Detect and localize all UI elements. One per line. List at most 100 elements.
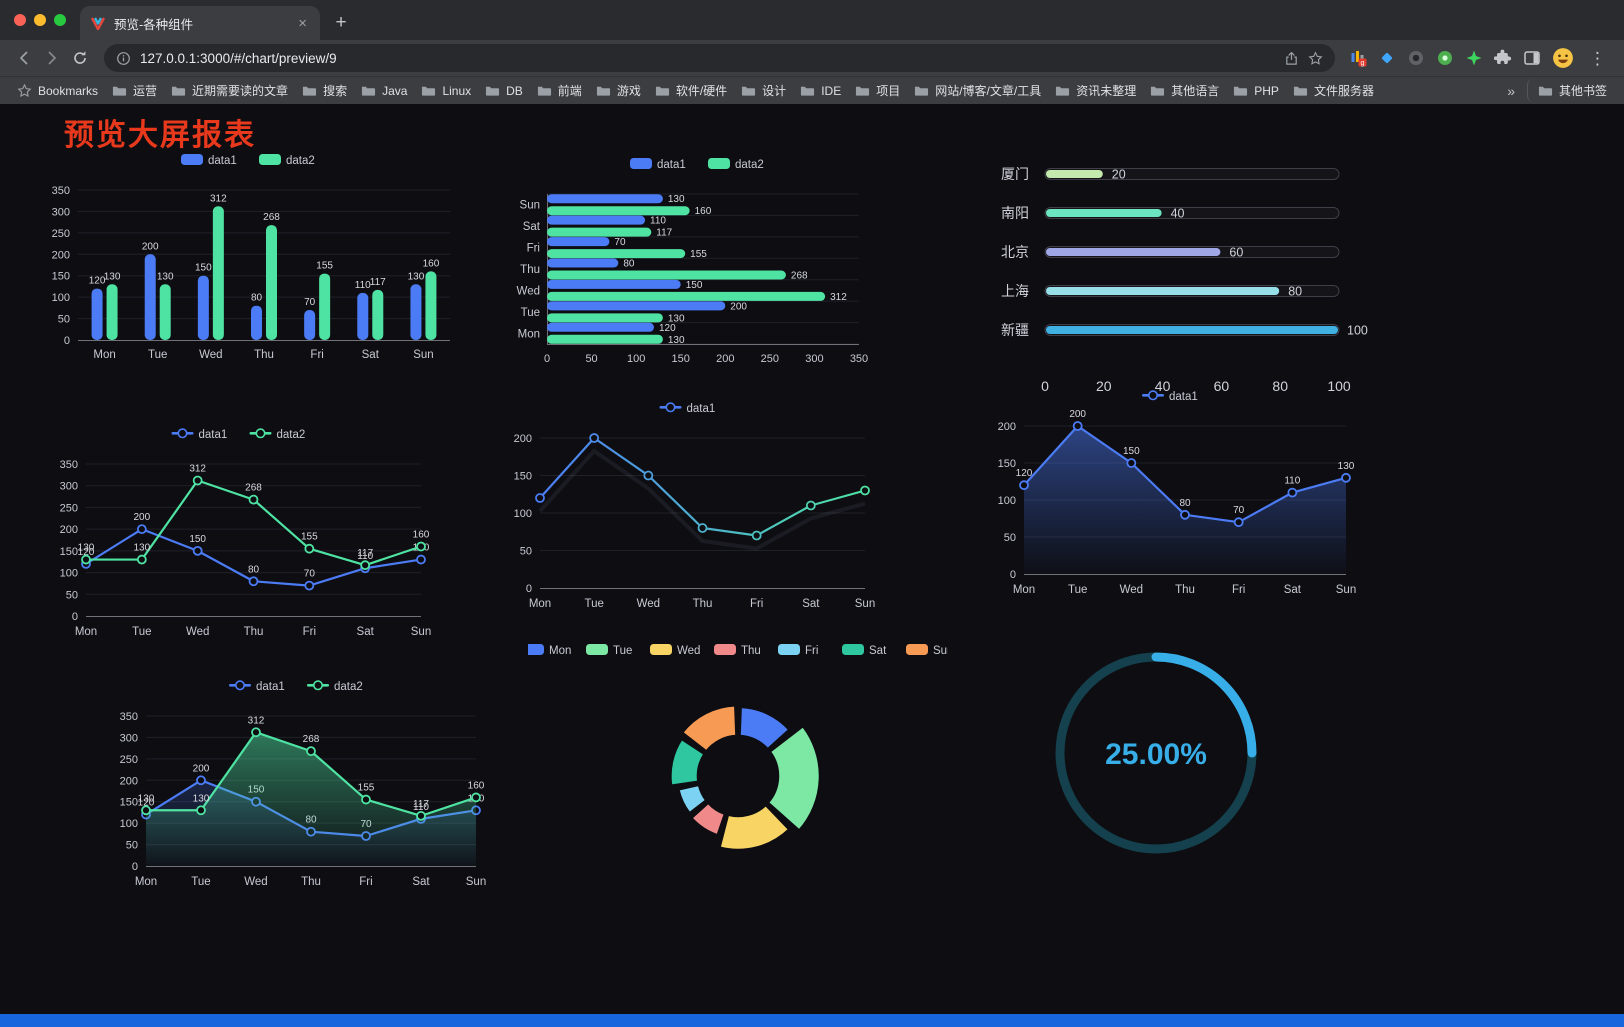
svg-text:80: 80 — [1272, 378, 1288, 392]
folder-icon — [1151, 86, 1165, 96]
svg-text:0: 0 — [72, 611, 78, 623]
extension-icon-1[interactable]: g — [1349, 49, 1367, 67]
svg-text:data1: data1 — [208, 155, 237, 167]
bookmark-folder[interactable]: 网站/博客/文章/工具 — [907, 79, 1048, 102]
menu-kebab-icon[interactable]: ⋮ — [1589, 48, 1606, 68]
bookmark-label: 游戏 — [616, 84, 641, 98]
bookmark-folder[interactable]: IDE — [793, 81, 848, 101]
svg-text:0: 0 — [526, 583, 532, 595]
bookmark-folder[interactable]: DB — [478, 81, 530, 101]
bookmark-label: 近期需要读的文章 — [192, 84, 289, 98]
folder-icon — [422, 86, 436, 96]
svg-text:80: 80 — [1179, 498, 1191, 509]
bookmark-folder[interactable]: Linux — [414, 81, 478, 101]
extension-icon-5[interactable] — [1465, 49, 1483, 67]
svg-text:100: 100 — [1347, 324, 1368, 338]
bookmark-folder[interactable]: 前端 — [530, 79, 589, 102]
svg-text:Fri: Fri — [359, 876, 372, 888]
svg-text:40: 40 — [1171, 207, 1185, 221]
bookmark-folder[interactable]: 项目 — [848, 79, 907, 102]
svg-text:300: 300 — [60, 481, 78, 493]
bookmark-star-icon[interactable] — [1308, 50, 1323, 66]
svg-text:110: 110 — [1284, 476, 1300, 487]
tab-close-icon[interactable]: × — [298, 14, 307, 32]
svg-text:110: 110 — [357, 551, 373, 562]
svg-text:50: 50 — [520, 546, 532, 558]
svg-text:150: 150 — [672, 353, 690, 365]
url-text[interactable]: 127.0.0.1:3000/#/chart/preview/9 — [140, 50, 337, 66]
svg-text:150: 150 — [189, 534, 206, 545]
other-bookmarks-folder[interactable]: 其他书签 — [1526, 79, 1614, 102]
close-window-button[interactable] — [14, 14, 26, 26]
bookmark-folder[interactable]: 游戏 — [589, 79, 648, 102]
svg-text:130: 130 — [193, 793, 210, 804]
folder-icon — [486, 86, 500, 96]
bookmark-folder[interactable]: PHP — [1226, 81, 1286, 101]
svg-text:155: 155 — [358, 783, 375, 794]
svg-text:200: 200 — [193, 763, 210, 774]
svg-text:Mon: Mon — [1013, 584, 1035, 596]
extension-icon-3[interactable] — [1407, 49, 1425, 67]
page-title: 预览大屏报表 — [64, 119, 256, 152]
new-tab-button[interactable]: + — [335, 12, 347, 33]
back-button[interactable] — [10, 44, 38, 72]
svg-text:50: 50 — [126, 840, 138, 852]
svg-text:60: 60 — [1229, 246, 1243, 260]
bookmarks-overflow-button[interactable]: » — [1507, 82, 1515, 99]
svg-text:Mon: Mon — [75, 626, 97, 638]
bookmark-folder[interactable]: 近期需要读的文章 — [164, 79, 295, 102]
profile-avatar[interactable] — [1552, 47, 1574, 69]
extensions-puzzle-icon[interactable] — [1494, 49, 1512, 67]
horizontal-bar-chart: data1 data2 0 50 100 150 200 250 300 350 Sun Sat Fri… — [505, 154, 895, 372]
bookmark-folder[interactable]: 搜索 — [295, 79, 354, 102]
svg-text:268: 268 — [791, 271, 808, 282]
zoom-window-button[interactable] — [54, 14, 66, 26]
svg-text:200: 200 — [514, 433, 532, 445]
svg-text:Thu: Thu — [741, 645, 761, 657]
svg-text:160: 160 — [695, 206, 712, 217]
svg-text:Thu: Thu — [244, 626, 264, 638]
reload-button[interactable] — [66, 44, 94, 72]
bookmark-folder[interactable]: Java — [354, 81, 414, 101]
bookmark-folder[interactable]: 文件服务器 — [1286, 79, 1381, 102]
extension-icon-4[interactable] — [1436, 49, 1454, 67]
side-panel-icon[interactable] — [1523, 49, 1541, 67]
svg-text:Sun: Sun — [855, 598, 875, 610]
svg-text:150: 150 — [120, 797, 138, 809]
svg-text:200: 200 — [60, 524, 78, 536]
svg-text:Sun: Sun — [520, 200, 540, 212]
site-info-icon[interactable] — [116, 51, 131, 66]
svg-text:80: 80 — [251, 293, 263, 304]
address-bar[interactable]: 127.0.0.1:3000/#/chart/preview/9 — [104, 44, 1335, 72]
svg-text:268: 268 — [245, 483, 262, 494]
bookmark-folder[interactable]: 软件/硬件 — [648, 79, 734, 102]
folder-icon — [915, 86, 929, 96]
svg-text:Fri: Fri — [805, 645, 818, 657]
svg-text:117: 117 — [656, 228, 672, 239]
bookmark-label: 其他语言 — [1171, 84, 1220, 98]
folder-icon — [1234, 86, 1248, 96]
bookmark-item-bookmarks[interactable]: Bookmarks — [10, 81, 105, 101]
svg-text:60: 60 — [1214, 378, 1230, 392]
share-icon[interactable] — [1284, 51, 1299, 66]
svg-text:110: 110 — [650, 216, 666, 227]
svg-text:Fri: Fri — [750, 598, 763, 610]
svg-text:50: 50 — [66, 589, 78, 601]
toolbar-extensions-area: g ⋮ — [1345, 47, 1614, 69]
folder-icon — [1056, 86, 1070, 96]
bookmark-label: 运营 — [133, 84, 158, 98]
bookmark-folder[interactable]: 其他语言 — [1143, 79, 1226, 102]
star-icon — [17, 84, 32, 97]
extension-icon-2[interactable] — [1378, 49, 1396, 67]
svg-text:50: 50 — [585, 353, 597, 365]
bookmark-folder[interactable]: 运营 — [105, 79, 164, 102]
browser-tab[interactable]: 预览-各种组件 × — [80, 6, 320, 40]
svg-text:50: 50 — [58, 314, 70, 326]
svg-text:Mon: Mon — [529, 598, 551, 610]
forward-button[interactable] — [38, 44, 66, 72]
svg-text:100: 100 — [60, 568, 78, 580]
bookmark-label: 项目 — [876, 84, 901, 98]
minimize-window-button[interactable] — [34, 14, 46, 26]
bookmark-folder[interactable]: 设计 — [734, 79, 793, 102]
bookmark-folder[interactable]: 资讯未整理 — [1048, 79, 1143, 102]
